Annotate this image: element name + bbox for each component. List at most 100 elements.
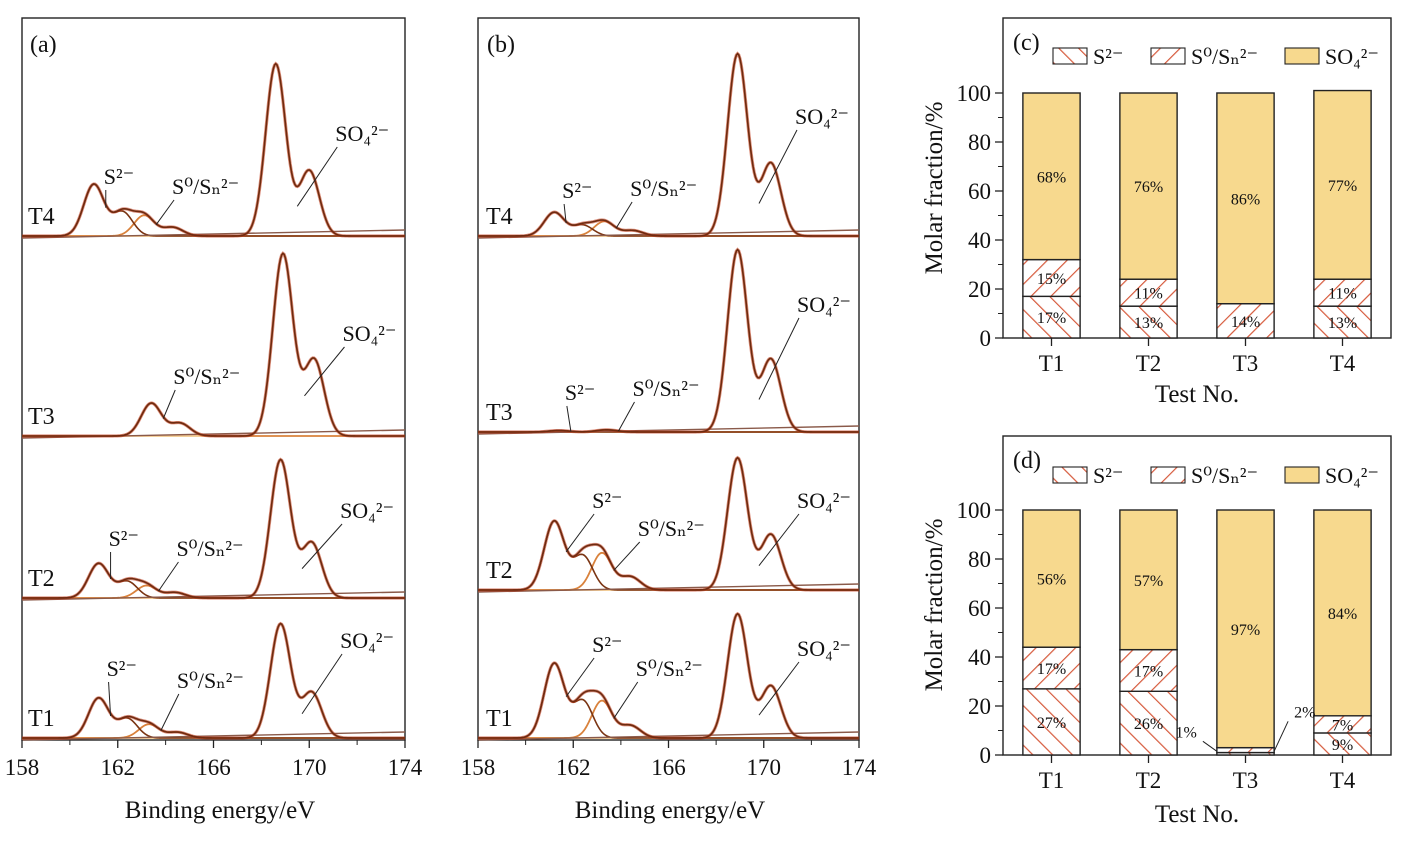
segment-value-label: 77% [1328, 178, 1357, 195]
x-tick-label: T1 [1039, 351, 1065, 376]
x-tick-label: T3 [1233, 768, 1259, 793]
envelope-fit-curve [22, 458, 405, 599]
sulfate-leader-line [758, 317, 800, 400]
raw-data-curve [478, 51, 859, 238]
segment-value-label: 57% [1134, 573, 1163, 590]
sulfide-peak-label: S²⁻ [107, 656, 137, 681]
bar-segment [1119, 92, 1178, 280]
segment-value-label: 13% [1328, 315, 1357, 332]
raw-data-curve [478, 247, 859, 434]
sulfate-leader-line [296, 146, 338, 207]
segment-value-label: 76% [1134, 179, 1163, 196]
outside-value-label: 1% [1176, 724, 1197, 741]
x-tick-label: 162 [101, 755, 136, 780]
sulfide-peak-label: S²⁻ [565, 380, 595, 405]
panel-d: (d) 0 20 40 60 80 100 27% 17% 56% T1 26% 17% 57% T2 97… [921, 435, 1392, 828]
panel-d-bars: 0 20 40 60 80 100 27% 17% 56% T1 26% 17% 57% T2 97% T3 9… [957, 463, 1380, 793]
sample-label: T3 [28, 404, 55, 430]
sulfate-peak-label: SO₄²⁻ [342, 321, 396, 346]
y-tick-label: 60 [968, 179, 991, 204]
sample-label: T4 [486, 204, 513, 230]
x-tick-label: T3 [1233, 351, 1259, 376]
x-tick-label: T4 [1330, 351, 1356, 376]
polysulfide-fit-curve [478, 551, 859, 591]
legend-label: SO₄²⁻ [1325, 463, 1379, 488]
panel-c-y-axis-title: Molar fraction/% [921, 102, 948, 275]
bar-segment [1313, 509, 1372, 717]
x-tick-label: T1 [1039, 768, 1065, 793]
sample-label: T1 [486, 706, 513, 732]
x-tick-label: 162 [556, 755, 591, 780]
legend-label: S⁰/Sₙ²⁻ [1191, 44, 1258, 69]
panel-a-x-ticks: 158 162 166 170 174 [5, 740, 423, 780]
x-tick-label: T4 [1330, 768, 1356, 793]
sulfate-peak-label: SO₄²⁻ [335, 121, 389, 146]
polysulfide-peak-label: S⁰/Sₙ²⁻ [632, 376, 699, 401]
panel-a-spectra: T4 S²⁻ S⁰/Sₙ²⁻ SO₄²⁻ T3 S⁰/Sₙ²⁻ SO₄²⁻ T2 S²⁻ S⁰/S… [21, 61, 406, 741]
polysulfide-leader-line [613, 541, 641, 571]
sulfate-leader-line [301, 653, 343, 715]
legend-swatch [1284, 47, 1320, 65]
segment-value-label: 11% [1328, 286, 1357, 303]
sulfate-leader-line [758, 129, 798, 204]
segment-value-label: 27% [1037, 715, 1066, 732]
sample-label: T4 [28, 204, 55, 230]
polysulfide-peak-label: S⁰/Sₙ²⁻ [630, 176, 697, 201]
panel-c-label: (c) [1013, 30, 1040, 56]
x-tick-label: 158 [5, 755, 40, 780]
segment-value-label: 13% [1134, 315, 1163, 332]
bar-segment [1216, 746, 1275, 754]
sulfate-peak-label: SO₄²⁻ [797, 292, 851, 317]
polysulfide-leader-line [158, 561, 179, 592]
x-tick-label: 170 [292, 755, 327, 780]
segment-value-label: 11% [1134, 286, 1163, 303]
legend-swatch [1150, 47, 1186, 65]
bar-segment [1216, 509, 1275, 749]
panel-c-frame [1002, 17, 1392, 339]
y-tick-label: 20 [968, 694, 991, 719]
segment-value-label: 86% [1231, 191, 1260, 208]
bar-segment [1119, 509, 1178, 651]
panel-d-y-axis-title: Molar fraction/% [921, 519, 948, 692]
polysulfide-peak-label: S⁰/Sₙ²⁻ [172, 174, 239, 199]
x-tick-label: 166 [196, 755, 231, 780]
sample-label: T2 [486, 558, 513, 584]
polysulfide-peak-label: S⁰/Sₙ²⁻ [638, 516, 705, 541]
segment-value-label: 68% [1037, 169, 1066, 186]
panel-b-label: (b) [487, 32, 515, 58]
bar-segment [1022, 92, 1081, 261]
sulfate-fit-curve [22, 458, 405, 599]
y-tick-label: 60 [968, 596, 991, 621]
sulfate-fit-curve [478, 52, 859, 237]
spectrum-t1: T1 S²⁻ S⁰/Sₙ²⁻ SO₄²⁻ [477, 611, 860, 741]
y-tick-label: 0 [980, 326, 992, 351]
polysulfide-leader-line [162, 389, 176, 419]
polysulfide-leader-line [160, 693, 180, 731]
baseline [21, 591, 406, 601]
polysulfide-leader-line [613, 681, 639, 719]
bar-segment [1022, 258, 1081, 298]
panel-d-x-axis-title: Test No. [1155, 801, 1239, 828]
spectrum-t4: T4 S²⁻ S⁰/Sₙ²⁻ SO₄²⁻ [477, 51, 860, 239]
legend-label: S²⁻ [1093, 44, 1123, 69]
sulfide-peak-label: S²⁻ [104, 164, 134, 189]
outside-value-label: 2% [1294, 704, 1315, 721]
bar-segment [1022, 509, 1081, 648]
sample-label: T3 [486, 400, 513, 426]
envelope-fit-curve [22, 622, 405, 739]
baseline [21, 731, 406, 741]
raw-data-curve [22, 457, 405, 600]
legend-label: SO₄²⁻ [1325, 44, 1379, 69]
bar-segment [1022, 295, 1081, 339]
sulfide-peak-label: S²⁻ [592, 632, 622, 657]
segment-value-label: 17% [1134, 663, 1163, 680]
sulfate-leader-line [304, 346, 345, 397]
sulfate-peak-label: SO₄²⁻ [797, 488, 851, 513]
bar-segment [1216, 92, 1275, 305]
segment-value-label: 17% [1037, 310, 1066, 327]
sulfide-leader-line [563, 203, 567, 224]
panel-b-spectra: T4 S²⁻ S⁰/Sₙ²⁻ SO₄²⁻ T3 S²⁻ S⁰/Sₙ²⁻ SO₄²⁻ T2 S²⁻ S… [477, 51, 860, 741]
segment-value-label: 56% [1037, 572, 1066, 589]
